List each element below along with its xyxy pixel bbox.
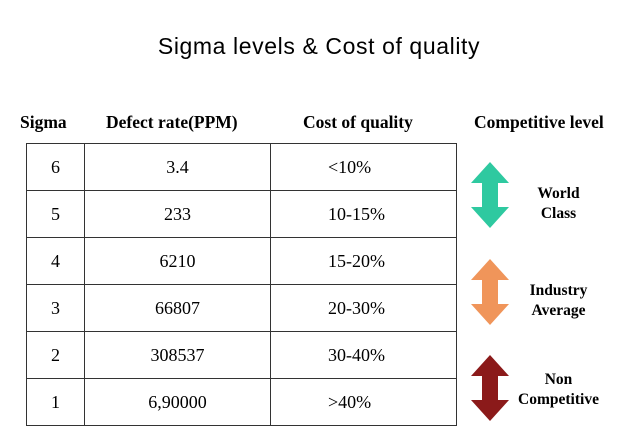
double-arrow-icon (471, 259, 509, 325)
defect-rate-cell: 3.4 (84, 143, 271, 191)
defect-rate-cell: 6210 (84, 237, 271, 285)
cost-of-quality-cell: <10% (270, 143, 457, 191)
sigma-cell: 6 (26, 143, 85, 191)
defect-rate-cell: 6,90000 (84, 378, 271, 426)
table-row: 3 66807 20-30% (26, 284, 457, 332)
header-competitive-level: Competitive level (474, 112, 604, 132)
level-label-line2: Average (531, 302, 586, 319)
arrow-shape (471, 162, 509, 228)
sigma-cell: 4 (26, 237, 85, 285)
sigma-cell: 3 (26, 284, 85, 332)
table-row: 1 6,90000 >40% (26, 378, 457, 426)
cost-of-quality-cell: 30-40% (270, 331, 457, 379)
page-title: Sigma levels & Cost of quality (157, 33, 481, 59)
table-row: 6 3.4 <10% (26, 143, 457, 191)
cost-of-quality-cell: 20-30% (270, 284, 457, 332)
header-sigma: Sigma (20, 112, 67, 132)
table-row: 4 6210 15-20% (26, 237, 457, 285)
sigma-cell: 2 (26, 331, 85, 379)
defect-rate-cell: 66807 (84, 284, 271, 332)
level-label-line1: Industry (529, 282, 588, 299)
level-label-line1: World (537, 185, 580, 202)
cost-of-quality-cell: 10-15% (270, 190, 457, 238)
level-label-line2: Class (540, 205, 577, 222)
sigma-cell: 1 (26, 378, 85, 426)
cost-of-quality-cell: >40% (270, 378, 457, 426)
header-cost-of-quality: Cost of quality (303, 112, 413, 132)
double-arrow-icon (471, 162, 509, 228)
sigma-cell: 5 (26, 190, 85, 238)
double-arrow-icon (471, 355, 509, 421)
table-row: 2 308537 30-40% (26, 331, 457, 379)
sigma-table: 6 3.4 <10% 5 233 10-15% 4 6210 15-20% 3 66807 20-30… (26, 143, 457, 426)
header-defect-rate: Defect rate(PPM) (106, 112, 238, 132)
arrow-shape (471, 355, 509, 421)
table-row: 5 233 10-15% (26, 190, 457, 238)
defect-rate-cell: 233 (84, 190, 271, 238)
cost-of-quality-cell: 15-20% (270, 237, 457, 285)
level-label-line1: Non (544, 371, 573, 388)
arrow-shape (471, 259, 509, 325)
defect-rate-cell: 308537 (84, 331, 271, 379)
level-label-line2: Competitive (518, 391, 599, 408)
